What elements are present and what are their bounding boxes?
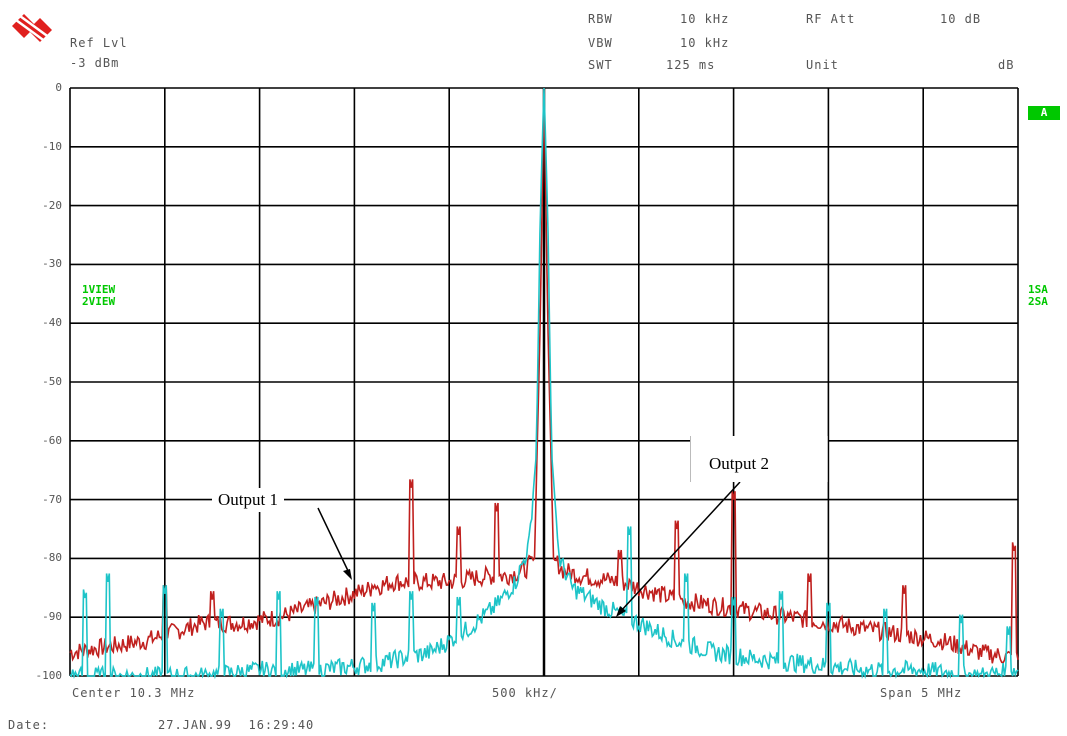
output2-arrow [619, 481, 741, 613]
y-tick-label: -70 [42, 492, 62, 506]
swt-value: 125 ms [666, 58, 716, 72]
unit-value: dB [998, 58, 1015, 72]
y-tick-label: -90 [42, 610, 62, 624]
swt-label: SWT [588, 58, 613, 72]
rf-att-value: 10 dB [940, 12, 982, 26]
y-tick-label: 0 [55, 81, 62, 94]
y-tick-label: -100 [35, 669, 63, 682]
rf-att-label: RF Att [806, 12, 856, 26]
rs-logo-icon [10, 12, 62, 50]
view-label-2: 2VIEW [82, 295, 116, 308]
output2-label-box: Output 2 [690, 436, 828, 482]
sa-label-2: 2SA [1028, 295, 1048, 308]
sa-label-1: 1SA [1028, 283, 1048, 296]
date-value: 27.JAN.99 16:29:40 [158, 718, 315, 732]
grid [69, 87, 1019, 677]
vbw-value: 10 kHz [680, 36, 730, 50]
y-tick-label: -10 [42, 139, 62, 153]
ref-level-label: Ref Lvl [70, 36, 128, 50]
output2-label: Output 2 [709, 454, 769, 473]
vbw-label: VBW [588, 36, 613, 50]
center-frequency: Center 10.3 MHz [72, 686, 196, 700]
output1-arrowhead [343, 569, 352, 580]
annotation-arrows [317, 481, 741, 617]
division-value: 500 kHz/ [492, 686, 558, 700]
trace-a-badge: A [1028, 106, 1060, 120]
y-tick-label: -50 [42, 375, 62, 388]
date-label: Date: [8, 718, 50, 732]
output1-arrow [317, 507, 351, 576]
rbw-value: 10 kHz [680, 12, 730, 26]
y-tick-label: -80 [42, 551, 62, 565]
output2-arrowhead [616, 606, 626, 617]
rbw-label: RBW [588, 12, 613, 26]
unit-label: Unit [806, 58, 839, 72]
output1-label: Output 1 [212, 488, 284, 512]
y-tick-label: -30 [42, 257, 62, 271]
output2-trace [69, 87, 1019, 680]
span-value: Span 5 MHz [880, 686, 963, 700]
y-tick-label: -40 [42, 316, 62, 330]
view-label-1: 1VIEW [82, 283, 116, 296]
ref-level-value: -3 dBm [70, 56, 120, 70]
y-tick-label: -60 [42, 433, 62, 447]
y-tick-label: -20 [42, 198, 62, 212]
